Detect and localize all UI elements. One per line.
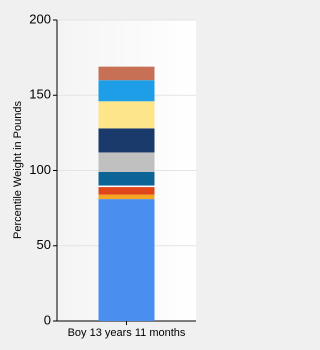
y-tick-label: 100 (29, 162, 51, 177)
bar-segment (98, 194, 155, 200)
y-tick-label: 200 (29, 11, 51, 26)
y-tick-label: 150 (29, 87, 51, 102)
bar-segment (98, 152, 155, 173)
y-tick-label: 50 (37, 237, 51, 252)
bar-segment (98, 128, 155, 153)
bar-segment (98, 80, 155, 102)
bar-segment (98, 185, 155, 188)
chart: Percentile Weight in Pounds 0 50 100 150 200… (12, 11, 196, 339)
bar-segment (98, 101, 155, 129)
bar-segment (98, 66, 155, 81)
bar-segment (98, 172, 155, 186)
bar-segment (98, 187, 155, 195)
x-tick-label: Boy 13 years 11 months (68, 327, 186, 339)
y-tick-label: 0 (44, 312, 51, 327)
bar-segment (98, 199, 155, 321)
y-axis-label: Percentile Weight in Pounds (12, 101, 24, 239)
